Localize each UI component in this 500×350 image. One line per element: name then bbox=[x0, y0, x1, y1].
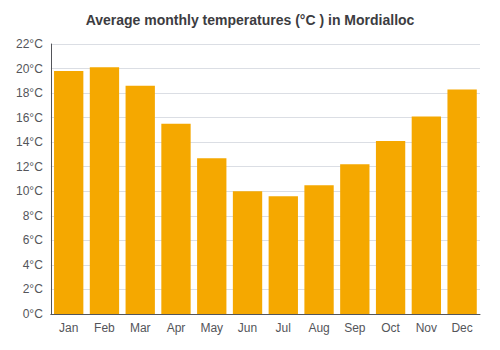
svg-text:6°C: 6°C bbox=[23, 233, 43, 247]
svg-text:12°C: 12°C bbox=[16, 160, 43, 174]
svg-text:22°C: 22°C bbox=[16, 37, 43, 51]
svg-text:Jul: Jul bbox=[276, 321, 291, 335]
svg-text:Sep: Sep bbox=[344, 321, 366, 335]
svg-text:Dec: Dec bbox=[451, 321, 472, 335]
svg-text:0°C: 0°C bbox=[23, 307, 43, 321]
svg-text:Average monthly temperatures (: Average monthly temperatures (°C ) in Mo… bbox=[86, 12, 415, 28]
svg-text:10°C: 10°C bbox=[16, 184, 43, 198]
svg-text:Mar: Mar bbox=[130, 321, 151, 335]
svg-text:18°C: 18°C bbox=[16, 86, 43, 100]
svg-text:Jan: Jan bbox=[59, 321, 78, 335]
svg-text:2°C: 2°C bbox=[23, 282, 43, 296]
svg-text:Nov: Nov bbox=[416, 321, 437, 335]
svg-text:16°C: 16°C bbox=[16, 111, 43, 125]
svg-text:Oct: Oct bbox=[381, 321, 400, 335]
svg-text:8°C: 8°C bbox=[23, 209, 43, 223]
svg-text:Apr: Apr bbox=[167, 321, 186, 335]
svg-text:14°C: 14°C bbox=[16, 135, 43, 149]
svg-text:Jun: Jun bbox=[238, 321, 257, 335]
svg-text:20°C: 20°C bbox=[16, 62, 43, 76]
svg-text:May: May bbox=[200, 321, 223, 335]
svg-text:4°C: 4°C bbox=[23, 258, 43, 272]
svg-text:Aug: Aug bbox=[308, 321, 329, 335]
svg-text:Feb: Feb bbox=[94, 321, 115, 335]
